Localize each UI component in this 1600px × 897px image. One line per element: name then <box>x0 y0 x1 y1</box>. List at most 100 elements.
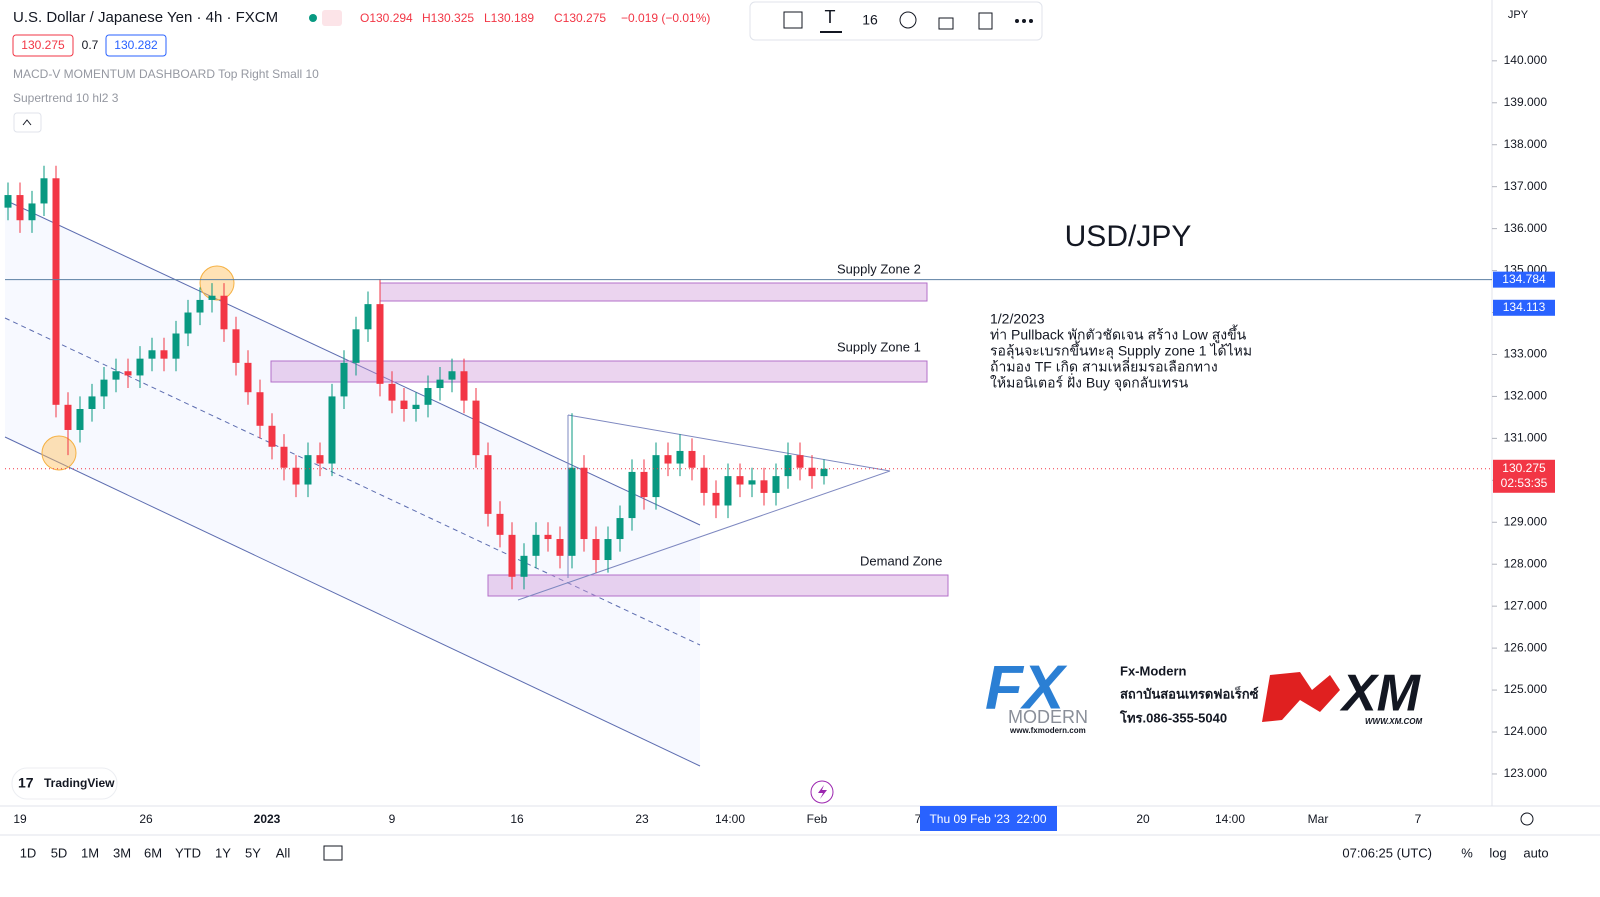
xm-url: WWW.XM.COM <box>1365 717 1423 726</box>
lock-icon[interactable] <box>938 17 954 30</box>
candle-body <box>160 350 168 359</box>
candle-body <box>148 350 156 359</box>
candle-body <box>472 400 480 456</box>
settings-icon[interactable] <box>899 11 917 29</box>
text-tool[interactable]: T <box>825 7 836 27</box>
candle-body <box>16 195 24 221</box>
candle-body <box>448 371 456 380</box>
range-button[interactable]: YTD <box>175 845 201 860</box>
plot <box>4 165 828 590</box>
ohlc-high: H130.325 <box>422 11 474 25</box>
candle-body <box>136 358 144 376</box>
candle-body <box>280 446 288 468</box>
candle-body <box>424 388 432 405</box>
range-button[interactable]: 5Y <box>245 845 261 860</box>
indicator: MACD-V MOMENTUM DASHBOARD Top Right Smal… <box>13 67 319 81</box>
candle-body <box>256 392 264 426</box>
status-dot <box>309 14 317 22</box>
price-tag-label: 134.784 <box>1502 272 1546 286</box>
y-tick-label: 140.000 <box>1504 53 1548 67</box>
candle-body <box>268 425 276 447</box>
crosshair-date: Thu 09 Feb '23 22:00 <box>929 812 1046 826</box>
candle-body <box>376 304 384 384</box>
status-badge <box>322 10 342 26</box>
tv-badge[interactable] <box>11 767 118 800</box>
x-tick-label: 23 <box>635 812 649 826</box>
candle-body <box>724 476 732 506</box>
y-tick-label: 131.000 <box>1504 431 1548 445</box>
bid-box[interactable] <box>12 34 74 57</box>
tv-icon: 17 <box>18 775 34 791</box>
date-range-icon[interactable] <box>323 845 343 861</box>
axis-option[interactable]: log <box>1489 845 1506 860</box>
note-line: ถ้ามอง TF เกิด สามเหลี่ยมรอเลือกทาง <box>990 358 1218 375</box>
note-line: ท่า Pullback พักตัวชัดเจน สร้าง Low สูงข… <box>990 325 1247 344</box>
y-tick-label: 127.000 <box>1504 598 1548 612</box>
x-tick-label: 2023 <box>254 812 281 826</box>
currency[interactable]: JPY <box>1508 9 1529 21</box>
candle-body <box>172 333 180 359</box>
y-tick-label: 136.000 <box>1504 221 1548 235</box>
x-tick-label: 14:00 <box>715 812 745 826</box>
x-tick-label: 19 <box>13 812 27 826</box>
range-button[interactable]: 1D <box>20 845 37 860</box>
candle-body <box>388 383 396 401</box>
countdown: 02:53:35 <box>1501 476 1548 490</box>
more-icon[interactable] <box>1015 19 1019 23</box>
y-tick-label: 137.000 <box>1504 179 1548 193</box>
candle-body <box>772 476 780 493</box>
channel-mid <box>4 317 701 646</box>
circle-marker <box>199 265 235 301</box>
font-size[interactable]: 16 <box>862 12 878 28</box>
candle-body <box>712 492 720 506</box>
xm-bull <box>1262 672 1340 722</box>
fx-phone: โทร.086-355-5040 <box>1119 709 1227 725</box>
note-line: รอลุ้นจะเบรกขึ้นทะลุ Supply zone 1 ได้ไห… <box>990 341 1252 360</box>
fx-modern: MODERN <box>1008 707 1088 727</box>
range-button[interactable]: 6M <box>144 845 162 860</box>
candle-body <box>748 480 756 485</box>
candle-body <box>496 513 504 535</box>
axis-settings[interactable] <box>1520 812 1534 826</box>
fx-url: www.fxmodern.com <box>1009 726 1086 735</box>
range-button[interactable]: 5D <box>51 845 68 860</box>
candle-body <box>352 329 360 363</box>
candle-body <box>544 534 552 540</box>
candle-body <box>736 476 744 485</box>
x-tick-label: Feb <box>807 812 828 826</box>
candle-body <box>40 178 48 204</box>
candle-body <box>304 455 312 485</box>
candle-body <box>688 450 696 468</box>
fx-name: Fx-Modern <box>1120 663 1187 678</box>
collapse-button[interactable] <box>13 112 42 133</box>
range-button[interactable]: 3M <box>113 845 131 860</box>
symbol: U.S. Dollar / Japanese Yen · 4h · FXCM <box>13 9 278 26</box>
more-icon <box>1029 19 1033 23</box>
candle-body <box>796 455 804 468</box>
candle-body <box>616 518 624 540</box>
tool-icon[interactable] <box>783 11 803 29</box>
last-price-label: 130.275 <box>1502 461 1546 475</box>
candle-body <box>580 467 588 540</box>
range-button[interactable]: 1M <box>81 845 99 860</box>
candle-body <box>604 539 612 561</box>
x-tick-label: 26 <box>139 812 153 826</box>
candle-body <box>520 555 528 577</box>
ask-box[interactable] <box>105 34 167 57</box>
bid: 130.275 <box>21 38 65 52</box>
candle-body <box>400 400 408 410</box>
candle-body <box>52 178 60 405</box>
range-button[interactable]: 1Y <box>215 845 231 860</box>
ask: 130.282 <box>114 38 158 52</box>
range-button[interactable]: All <box>276 845 291 860</box>
crosshair-date-box <box>920 806 1057 831</box>
ohlc-change: −0.019 (−0.01%) <box>621 11 710 25</box>
axis-option[interactable]: % <box>1461 845 1473 860</box>
bottom-bar: 1D 5D 1M 3M 6M YTD 1Y 5Y All% log auto <box>20 845 1549 860</box>
candle-body <box>220 295 228 330</box>
note-line: 1/2/2023 <box>990 311 1045 327</box>
axis-option[interactable]: auto <box>1523 845 1548 860</box>
collapse-icon <box>22 119 32 126</box>
delete-icon[interactable] <box>978 12 993 30</box>
